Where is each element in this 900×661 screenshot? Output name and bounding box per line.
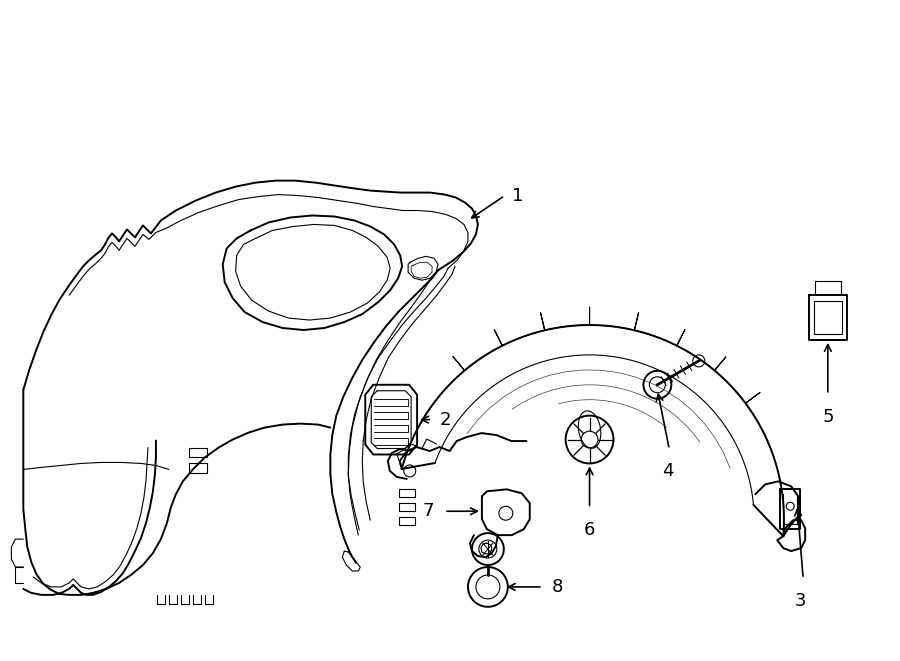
Text: 7: 7 (422, 502, 434, 520)
Text: 2: 2 (440, 410, 452, 428)
Bar (189, 463, 207, 473)
Text: 3: 3 (795, 592, 806, 610)
Text: 5: 5 (822, 408, 833, 426)
Text: 1: 1 (512, 186, 523, 204)
Text: 4: 4 (662, 463, 673, 481)
Text: 6: 6 (584, 521, 595, 539)
Bar (189, 447, 207, 457)
Text: 8: 8 (552, 578, 563, 596)
